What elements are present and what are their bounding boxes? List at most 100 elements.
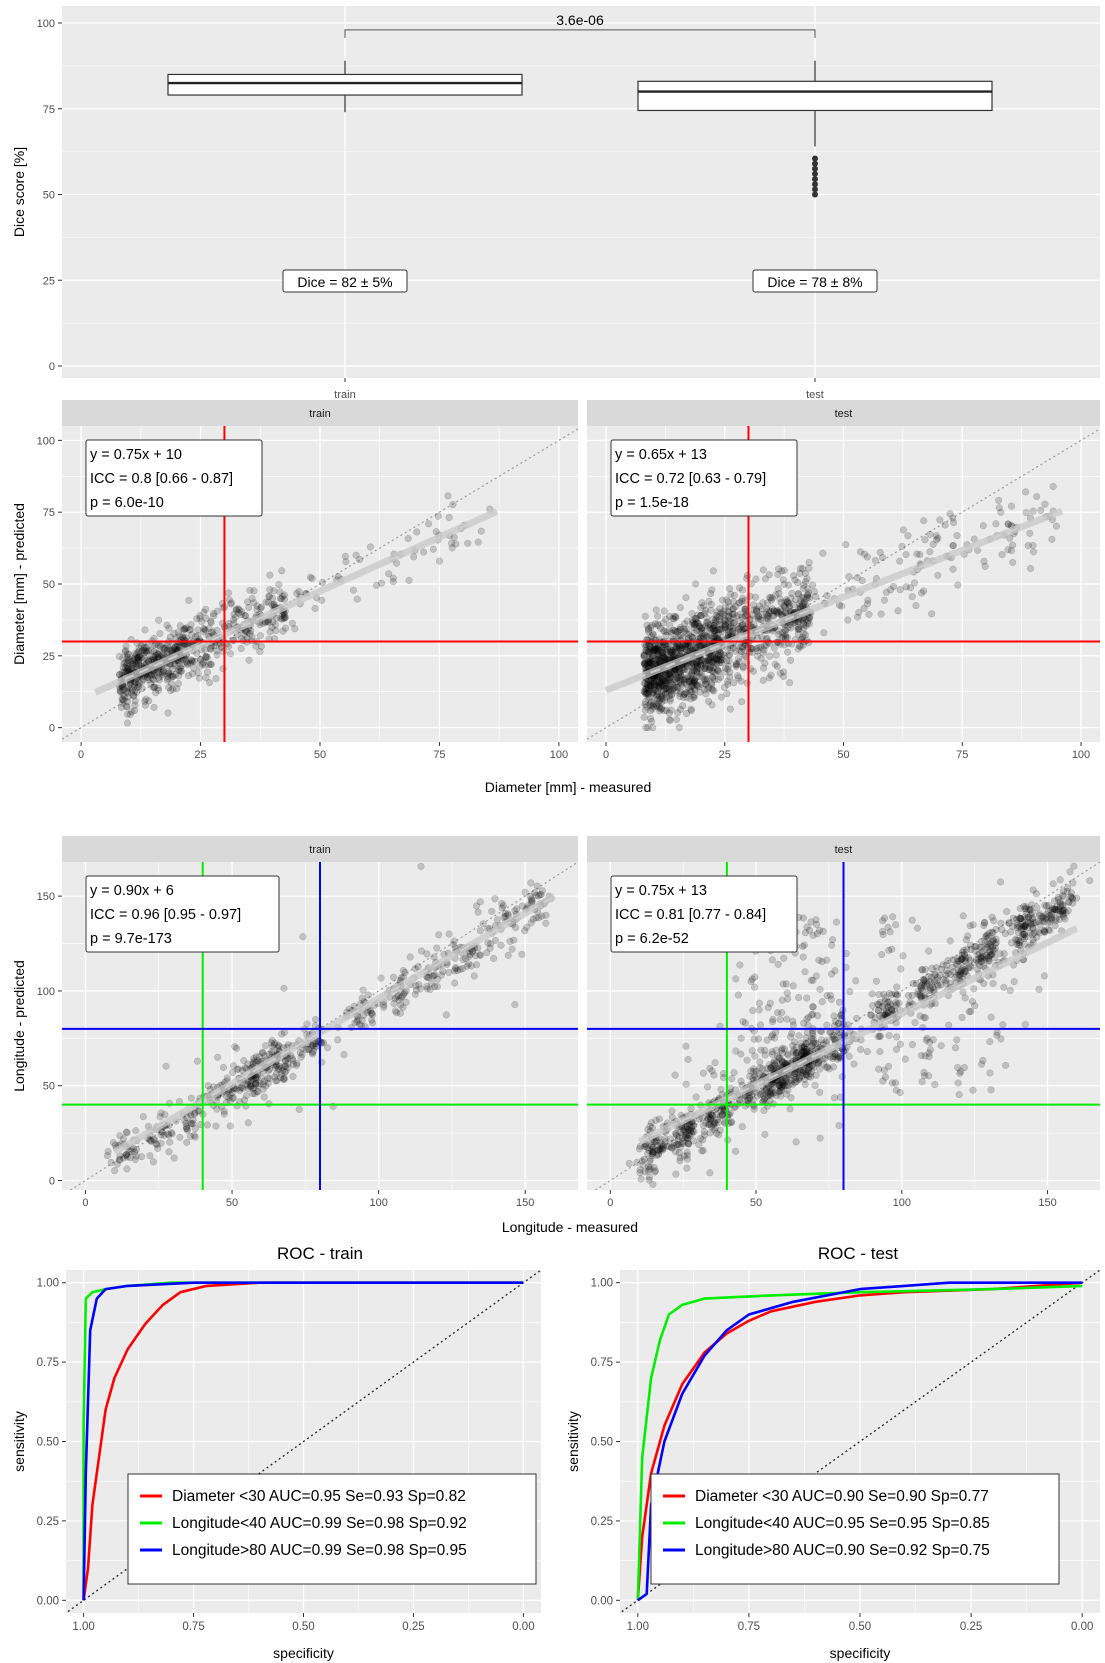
data-point [270, 587, 278, 595]
data-point [716, 1126, 724, 1134]
data-point [459, 964, 467, 973]
data-point [124, 657, 132, 665]
data-point [654, 650, 662, 658]
data-point [721, 603, 729, 611]
data-point [128, 659, 136, 667]
data-point [252, 1081, 260, 1089]
data-point [704, 624, 712, 632]
data-point [643, 662, 651, 670]
data-point [691, 677, 699, 685]
data-point [660, 696, 668, 705]
data-point [292, 1061, 301, 1069]
data-point [797, 1039, 805, 1047]
data-point [274, 1041, 282, 1049]
data-point [724, 662, 732, 670]
data-point [193, 615, 201, 623]
data-point [649, 647, 657, 655]
data-point [159, 1128, 167, 1136]
data-point [904, 991, 913, 1000]
data-point [113, 1160, 121, 1168]
data-point [755, 1006, 763, 1014]
data-point [658, 675, 666, 684]
data-point [933, 981, 942, 989]
data-point [165, 669, 173, 677]
data-point [815, 956, 823, 964]
data-point [690, 667, 699, 675]
data-point [730, 1069, 738, 1077]
data-point [986, 1038, 994, 1046]
data-point [879, 927, 887, 936]
data-point [985, 957, 993, 965]
data-point [647, 702, 655, 710]
data-point [213, 647, 221, 655]
data-point [176, 642, 184, 650]
data-point [697, 612, 705, 620]
data-point [504, 951, 512, 959]
x-tick-label: 0 [78, 749, 84, 761]
identity-line [62, 428, 578, 740]
data-point [1058, 906, 1067, 915]
data-point [665, 669, 673, 678]
data-point [760, 1106, 768, 1115]
data-point [926, 530, 934, 538]
data-point [783, 598, 791, 606]
data-point [715, 625, 723, 633]
data-point [772, 607, 780, 615]
data-point [795, 1068, 803, 1076]
data-point [829, 936, 837, 944]
data-point [985, 929, 993, 937]
data-point [684, 1125, 692, 1133]
data-point [828, 1033, 836, 1041]
data-point [766, 1061, 774, 1069]
data-point [767, 1089, 775, 1097]
data-point [147, 1136, 155, 1145]
data-point [1064, 884, 1072, 892]
data-point [823, 1037, 831, 1045]
data-point [234, 609, 243, 617]
data-point [769, 612, 778, 620]
data-point [656, 658, 664, 666]
data-point [751, 1052, 759, 1060]
data-point [806, 594, 814, 602]
data-point [956, 972, 964, 980]
data-point [802, 1070, 810, 1078]
data-point [646, 707, 655, 715]
data-point [908, 916, 916, 924]
data-point [710, 1071, 718, 1079]
data-point [739, 664, 747, 672]
data-point [171, 671, 180, 679]
identity-line [587, 428, 1100, 740]
data-point [857, 1045, 865, 1054]
data-point [768, 605, 776, 613]
data-point [699, 1069, 707, 1077]
y-tick-label: 50 [43, 1081, 55, 1093]
data-point [230, 636, 238, 644]
data-point [750, 1067, 758, 1076]
data-point [479, 920, 487, 928]
data-point [135, 653, 143, 661]
data-point [724, 612, 733, 620]
data-point [358, 994, 366, 1002]
box-train: Dice = 82 ± 5% [167, 60, 523, 293]
data-point [689, 681, 697, 689]
data-point [781, 1078, 789, 1086]
data-point [675, 679, 683, 687]
data-point [1057, 900, 1065, 908]
data-point [930, 977, 939, 985]
data-point [684, 1140, 692, 1148]
data-point [979, 522, 987, 530]
data-point [800, 624, 808, 632]
data-point [931, 971, 939, 979]
data-point [666, 695, 674, 703]
data-point [647, 623, 655, 631]
data-point [277, 614, 285, 622]
data-point [656, 1139, 664, 1147]
data-point [282, 1062, 290, 1071]
data-point [305, 1045, 313, 1053]
data-point [642, 690, 650, 698]
data-point [476, 898, 484, 906]
data-point [928, 964, 936, 972]
data-point [710, 675, 719, 684]
data-point [1020, 924, 1028, 932]
data-point [1007, 928, 1015, 936]
